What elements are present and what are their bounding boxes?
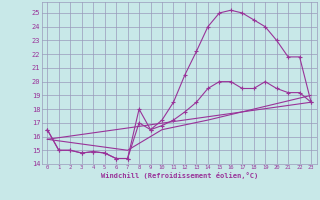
X-axis label: Windchill (Refroidissement éolien,°C): Windchill (Refroidissement éolien,°C)	[100, 172, 258, 179]
